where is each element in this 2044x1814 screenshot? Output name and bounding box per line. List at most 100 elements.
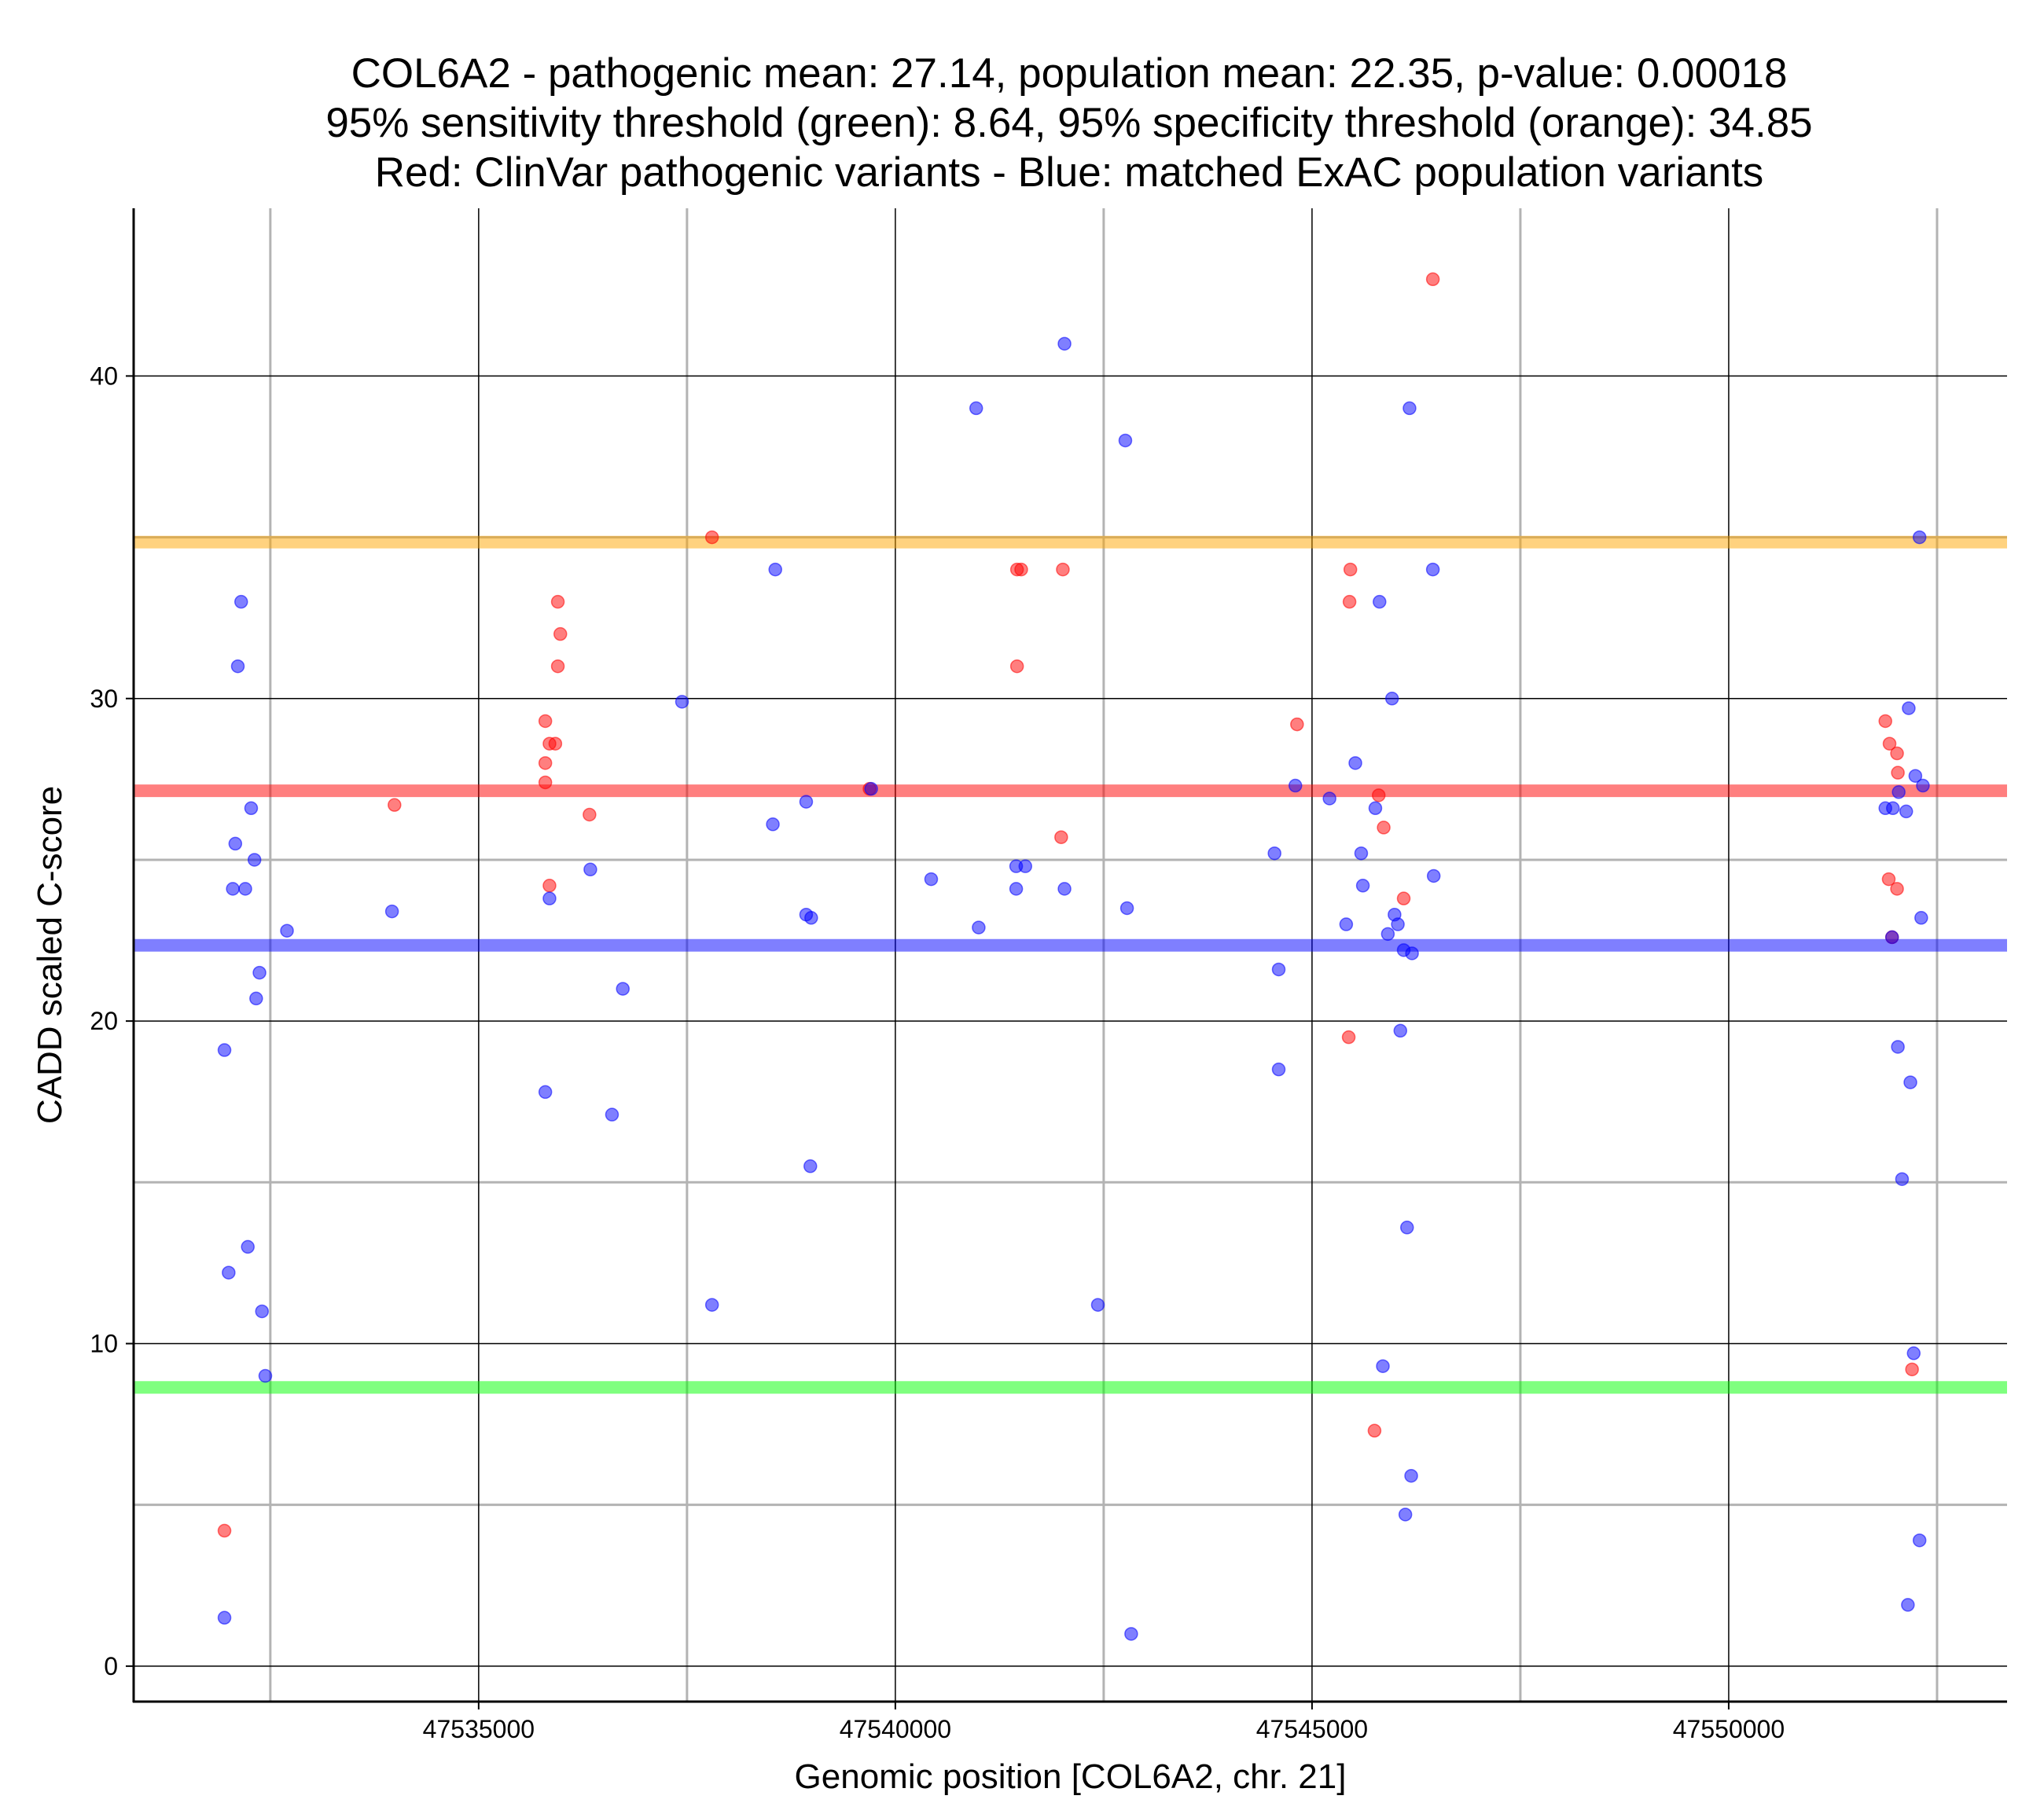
population-point xyxy=(249,991,263,1006)
population-point xyxy=(1425,562,1440,577)
population-point xyxy=(1322,791,1336,806)
x-axis-title: Genomic position [COL6A2, chr. 21] xyxy=(795,1757,1347,1796)
y-tick-label: 0 xyxy=(104,1652,118,1680)
pathogenic-point xyxy=(704,530,719,545)
x-tick-label: 47540000 xyxy=(840,1715,951,1743)
population-point xyxy=(1380,927,1395,942)
y-tick-label: 40 xyxy=(90,362,118,390)
x-tick-label: 47545000 xyxy=(1256,1715,1368,1743)
population-point xyxy=(616,982,630,996)
title-line-2: 95% sensitivity threshold (green): 8.64,… xyxy=(325,100,1813,146)
population-point xyxy=(583,862,597,877)
population-point xyxy=(217,1043,232,1057)
population-point xyxy=(1354,846,1369,861)
population-point xyxy=(766,817,780,832)
population-point xyxy=(1009,882,1024,896)
population-point xyxy=(1393,1023,1408,1038)
pathogenic-point xyxy=(583,807,597,822)
population-point xyxy=(924,872,939,887)
population-point xyxy=(675,695,689,709)
population-point xyxy=(1373,594,1387,609)
population-point xyxy=(804,911,818,925)
pathogenic-point xyxy=(538,756,553,770)
population-point xyxy=(280,924,294,938)
pathogenic-point xyxy=(1881,872,1896,887)
population-point xyxy=(969,401,983,416)
pathogenic-point xyxy=(1891,766,1905,780)
population-point xyxy=(799,795,814,809)
title-line-3: Red: ClinVar pathogenic variants - Blue:… xyxy=(374,149,1764,196)
population-point xyxy=(1405,946,1419,960)
population-point xyxy=(1914,911,1928,925)
population-point xyxy=(255,1304,269,1319)
population-point xyxy=(384,904,399,919)
pathogenic-point xyxy=(1009,659,1024,674)
population-point xyxy=(1384,692,1399,706)
population-point xyxy=(864,781,878,796)
population-point xyxy=(241,1239,255,1254)
population-point xyxy=(1891,1040,1905,1054)
pathogenic-point xyxy=(538,714,553,729)
population-point xyxy=(1376,1359,1390,1373)
population-point xyxy=(222,1265,236,1280)
population-point xyxy=(238,882,252,896)
population-point xyxy=(1912,1533,1927,1548)
population-point xyxy=(252,965,267,980)
population-point xyxy=(1912,530,1927,545)
population-point xyxy=(704,1298,719,1312)
population-point xyxy=(1404,1468,1418,1483)
population-point xyxy=(1124,1627,1138,1641)
population-point xyxy=(605,1107,619,1122)
pathogenic-point xyxy=(1290,717,1304,732)
pathogenic-point xyxy=(1367,1423,1382,1438)
population-point xyxy=(1288,778,1303,793)
population-point xyxy=(1271,962,1286,977)
population-point xyxy=(803,1159,818,1173)
population-point xyxy=(1884,930,1899,945)
y-tick-label: 10 xyxy=(90,1329,118,1357)
pathogenic-point xyxy=(1905,1362,1919,1377)
pathogenic-point xyxy=(1342,594,1357,609)
population-point xyxy=(1400,1221,1414,1235)
population-point xyxy=(226,882,240,896)
population-point xyxy=(1057,336,1072,351)
population-point xyxy=(230,659,245,674)
pathogenic-point xyxy=(1890,746,1904,761)
population-point xyxy=(1899,804,1913,819)
population-point xyxy=(768,562,782,577)
population-point xyxy=(1339,917,1354,931)
x-tick-label: 47535000 xyxy=(423,1715,535,1743)
population-point xyxy=(217,1610,232,1625)
population-point xyxy=(244,801,259,816)
y-tick-label: 30 xyxy=(90,685,118,713)
population-point xyxy=(1886,801,1900,816)
population-point xyxy=(1398,1507,1413,1522)
x-tick-label: 47550000 xyxy=(1673,1715,1785,1743)
population-point xyxy=(228,836,243,851)
data-points xyxy=(217,272,1930,1641)
population-point xyxy=(1267,846,1281,861)
pathogenic-point xyxy=(1377,821,1391,835)
population-point xyxy=(1901,1598,1915,1612)
population-point xyxy=(972,920,986,935)
pathogenic-point xyxy=(548,736,563,751)
population-point xyxy=(1391,917,1405,931)
pathogenic-point xyxy=(550,594,565,609)
population-point xyxy=(247,853,262,867)
population-point xyxy=(1368,801,1383,816)
population-point xyxy=(538,1085,553,1100)
population-point xyxy=(1348,756,1362,770)
population-point xyxy=(1119,901,1134,916)
y-tick-label: 20 xyxy=(90,1007,118,1035)
population-point xyxy=(1057,882,1072,896)
pathogenic-point xyxy=(1056,562,1070,577)
population-point xyxy=(258,1368,273,1383)
pathogenic-point xyxy=(1882,736,1897,751)
population-point xyxy=(1903,1075,1917,1089)
pathogenic-point xyxy=(1425,272,1440,287)
population-point xyxy=(1271,1062,1286,1077)
population-point xyxy=(1891,785,1906,799)
chart-title: COL6A2 - pathogenic mean: 27.14, populat… xyxy=(134,49,2005,197)
pathogenic-point xyxy=(1054,830,1068,844)
